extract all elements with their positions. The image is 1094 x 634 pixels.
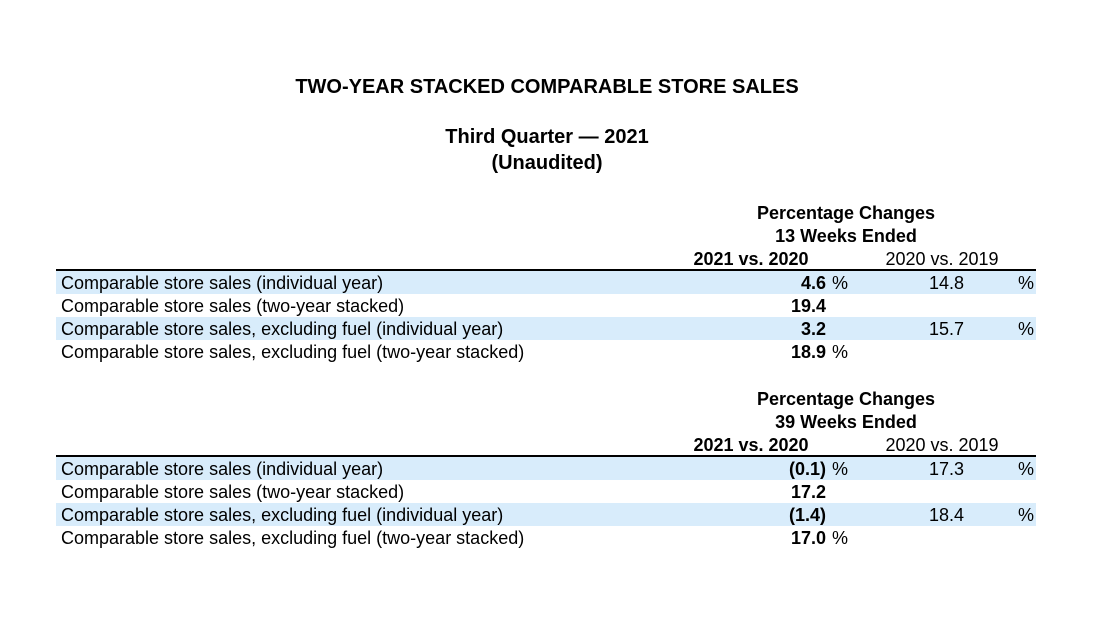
table-row: Comparable store sales (individual year)… xyxy=(56,271,1036,294)
value-2021-vs-2020: 17.0 xyxy=(790,528,826,548)
percent-sign: % xyxy=(1018,319,1035,339)
value-2021-vs-2020: 4.6 xyxy=(800,273,826,293)
column-header-2021-vs-2020: 2021 vs. 2020 xyxy=(693,435,809,455)
value-2021-vs-2020: 17.2 xyxy=(790,482,826,502)
subtitle-unaudited: (Unaudited) xyxy=(491,152,603,174)
row-label: Comparable store sales (individual year) xyxy=(61,459,384,479)
value-2021-vs-2020: 18.9 xyxy=(790,342,826,362)
header-percentage-changes: Percentage Changes xyxy=(756,389,936,409)
row-label: Comparable store sales, excluding fuel (… xyxy=(61,505,504,525)
table-row: Comparable store sales, excluding fuel (… xyxy=(56,340,1036,363)
percent-sign: % xyxy=(1018,505,1035,525)
percent-sign: % xyxy=(832,459,849,479)
header-rule xyxy=(56,269,1036,271)
table-row: Comparable store sales (individual year)… xyxy=(56,457,1036,480)
row-label: Comparable store sales (two-year stacked… xyxy=(61,296,405,316)
value-2021-vs-2020: (1.4) xyxy=(788,505,826,525)
header-percentage-changes: Percentage Changes xyxy=(756,203,936,223)
value-2021-vs-2020: 3.2 xyxy=(800,319,826,339)
percent-sign: % xyxy=(832,342,849,362)
percent-sign: % xyxy=(832,273,849,293)
table-row: Comparable store sales, excluding fuel (… xyxy=(56,526,1036,549)
value-2020-vs-2019: 15.7 xyxy=(928,319,964,339)
row-label: Comparable store sales, excluding fuel (… xyxy=(61,528,525,548)
main-title: TWO-YEAR STACKED COMPARABLE STORE SALES xyxy=(295,76,799,98)
column-header-2020-vs-2019: 2020 vs. 2019 xyxy=(885,435,999,455)
value-2021-vs-2020: 19.4 xyxy=(790,296,826,316)
table-row: Comparable store sales, excluding fuel (… xyxy=(56,503,1036,526)
row-label: Comparable store sales, excluding fuel (… xyxy=(61,342,525,362)
table-row: Comparable store sales (two-year stacked… xyxy=(56,294,1036,317)
subtitle-quarter: Third Quarter — 2021 xyxy=(445,126,649,148)
percent-sign: % xyxy=(1018,273,1035,293)
value-2020-vs-2019: 17.3 xyxy=(928,459,964,479)
value-2020-vs-2019: 14.8 xyxy=(928,273,964,293)
header-weeks-ended: 13 Weeks Ended xyxy=(775,226,917,246)
row-label: Comparable store sales, excluding fuel (… xyxy=(61,319,504,339)
value-2021-vs-2020: (0.1) xyxy=(788,459,826,479)
percent-sign: % xyxy=(832,528,849,548)
header-rule xyxy=(56,455,1036,457)
column-header-2020-vs-2019: 2020 vs. 2019 xyxy=(885,249,999,269)
table-row: Comparable store sales, excluding fuel (… xyxy=(56,317,1036,340)
row-label: Comparable store sales (two-year stacked… xyxy=(61,482,405,502)
column-header-2021-vs-2020: 2021 vs. 2020 xyxy=(693,249,809,269)
header-weeks-ended: 39 Weeks Ended xyxy=(775,412,917,432)
value-2020-vs-2019: 18.4 xyxy=(928,505,964,525)
percent-sign: % xyxy=(1018,459,1035,479)
row-label: Comparable store sales (individual year) xyxy=(61,273,384,293)
table-row: Comparable store sales (two-year stacked… xyxy=(56,480,1036,503)
